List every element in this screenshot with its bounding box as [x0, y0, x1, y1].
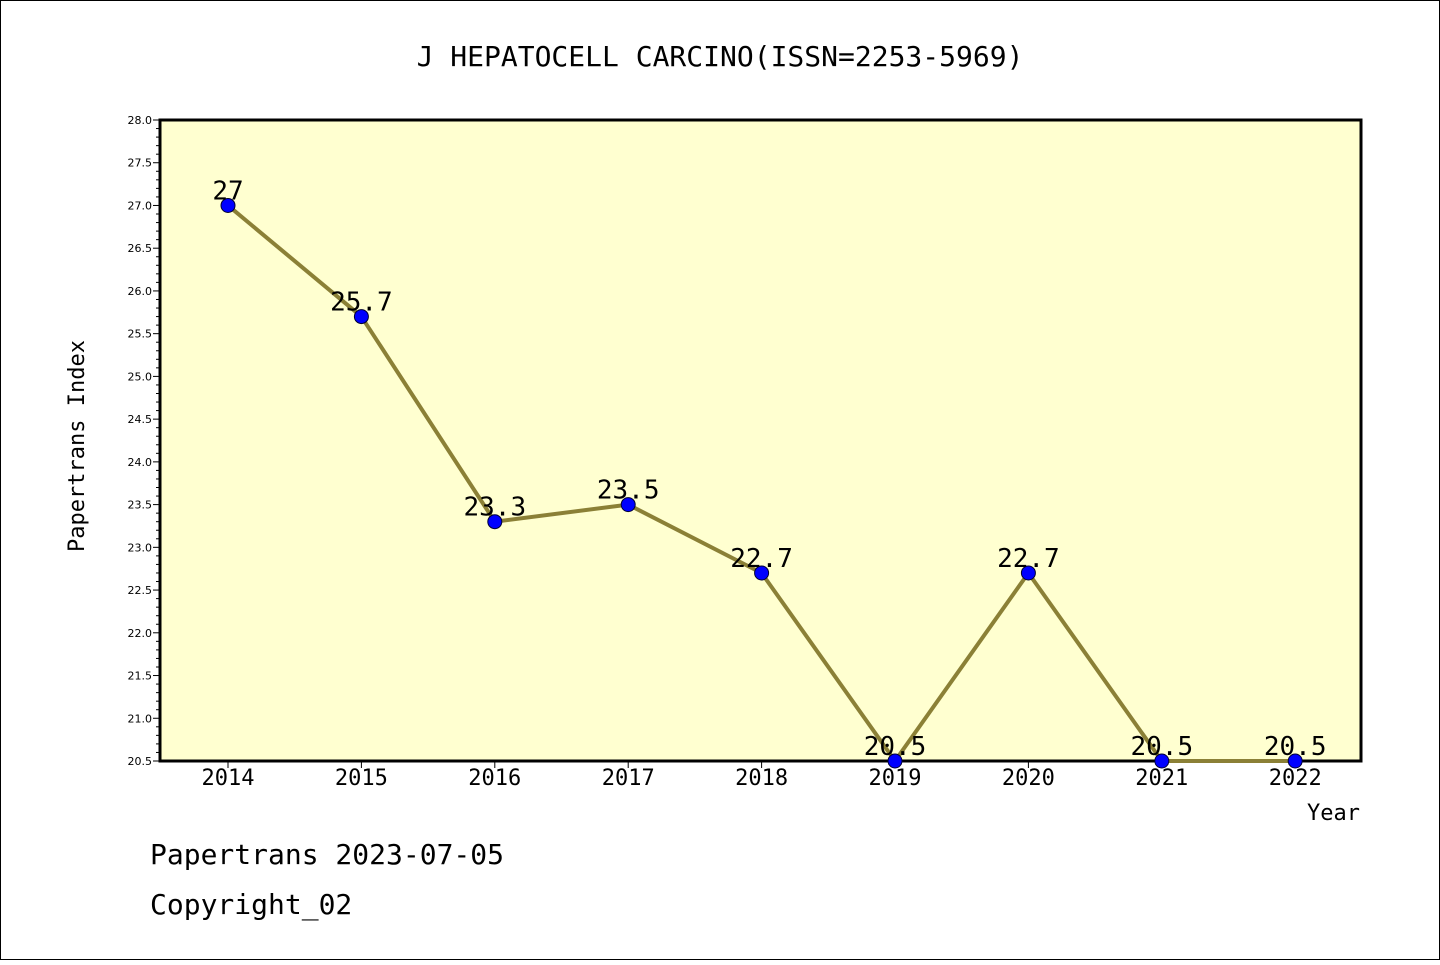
y-tick-label: 21.5	[128, 670, 153, 683]
data-label: 25.7	[330, 288, 393, 318]
y-tick-label: 27.0	[128, 199, 153, 212]
data-point	[1154, 753, 1170, 769]
data-point	[1287, 753, 1303, 769]
data-point	[487, 514, 503, 530]
data-point	[353, 309, 369, 325]
data-label: 27	[212, 176, 243, 206]
y-tick-label: 27.5	[128, 157, 153, 170]
data-label: 22.7	[730, 544, 793, 574]
plot-area	[158, 118, 1363, 763]
x-tick-label: 2017	[602, 766, 655, 791]
y-tick-label: 20.5	[128, 755, 153, 768]
y-tick-label: 25.0	[128, 370, 153, 383]
data-point	[620, 497, 636, 513]
data-point	[887, 753, 903, 769]
data-label: 23.5	[597, 476, 660, 506]
y-axis-label: Papertrans Index	[65, 340, 90, 552]
footer-date: Papertrans 2023-07-05	[150, 838, 504, 871]
x-tick-label: 2021	[1135, 766, 1188, 791]
data-label: 20.5	[864, 732, 927, 762]
x-tick-label: 2019	[869, 766, 922, 791]
y-tick-label: 22.0	[128, 627, 153, 640]
x-tick-label: 2020	[1002, 766, 1055, 791]
x-tick-label: 2015	[335, 766, 388, 791]
data-point	[220, 197, 236, 213]
y-tick-label: 26.5	[128, 242, 153, 255]
y-tick-label: 24.5	[128, 413, 153, 426]
data-label: 23.3	[463, 493, 526, 523]
y-tick-label: 23.0	[128, 541, 153, 554]
data-point	[1020, 565, 1036, 581]
y-tick-label: 22.5	[128, 584, 153, 597]
x-tick-label: 2022	[1269, 766, 1322, 791]
y-tick-label: 21.0	[128, 712, 153, 725]
chart-title: J HEPATOCELL CARCINO(ISSN=2253-5969)	[417, 40, 1024, 73]
x-tick-label: 2016	[468, 766, 521, 791]
y-axis: 20.5 21.0 21.5 22.0 22.5 23.0 23.5 24.0 24.5 25.0…	[128, 114, 160, 768]
y-tick-label: 26.0	[128, 285, 153, 298]
data-label: 20.5	[1264, 732, 1327, 762]
y-tick-label: 28.0	[128, 114, 153, 127]
x-tick-label: 2014	[202, 766, 255, 791]
x-axis-label: Year	[1307, 801, 1360, 826]
x-axis: 2014 2015 2016 2017 2018 2019 2020 2021 2022	[202, 761, 1322, 791]
y-tick-label: 25.5	[128, 328, 153, 341]
y-tick-label: 24.0	[128, 456, 153, 469]
footer-copyright: Copyright_02	[150, 888, 352, 922]
data-label: 22.7	[997, 544, 1060, 574]
y-tick-label: 23.5	[128, 499, 153, 512]
data-label: 20.5	[1130, 732, 1193, 762]
x-tick-label: 2018	[735, 766, 788, 791]
data-point	[754, 565, 770, 581]
series: 27 25.7 23.3 23.5 22.7 20.5 22.7 20.5 20.5	[212, 176, 1327, 769]
